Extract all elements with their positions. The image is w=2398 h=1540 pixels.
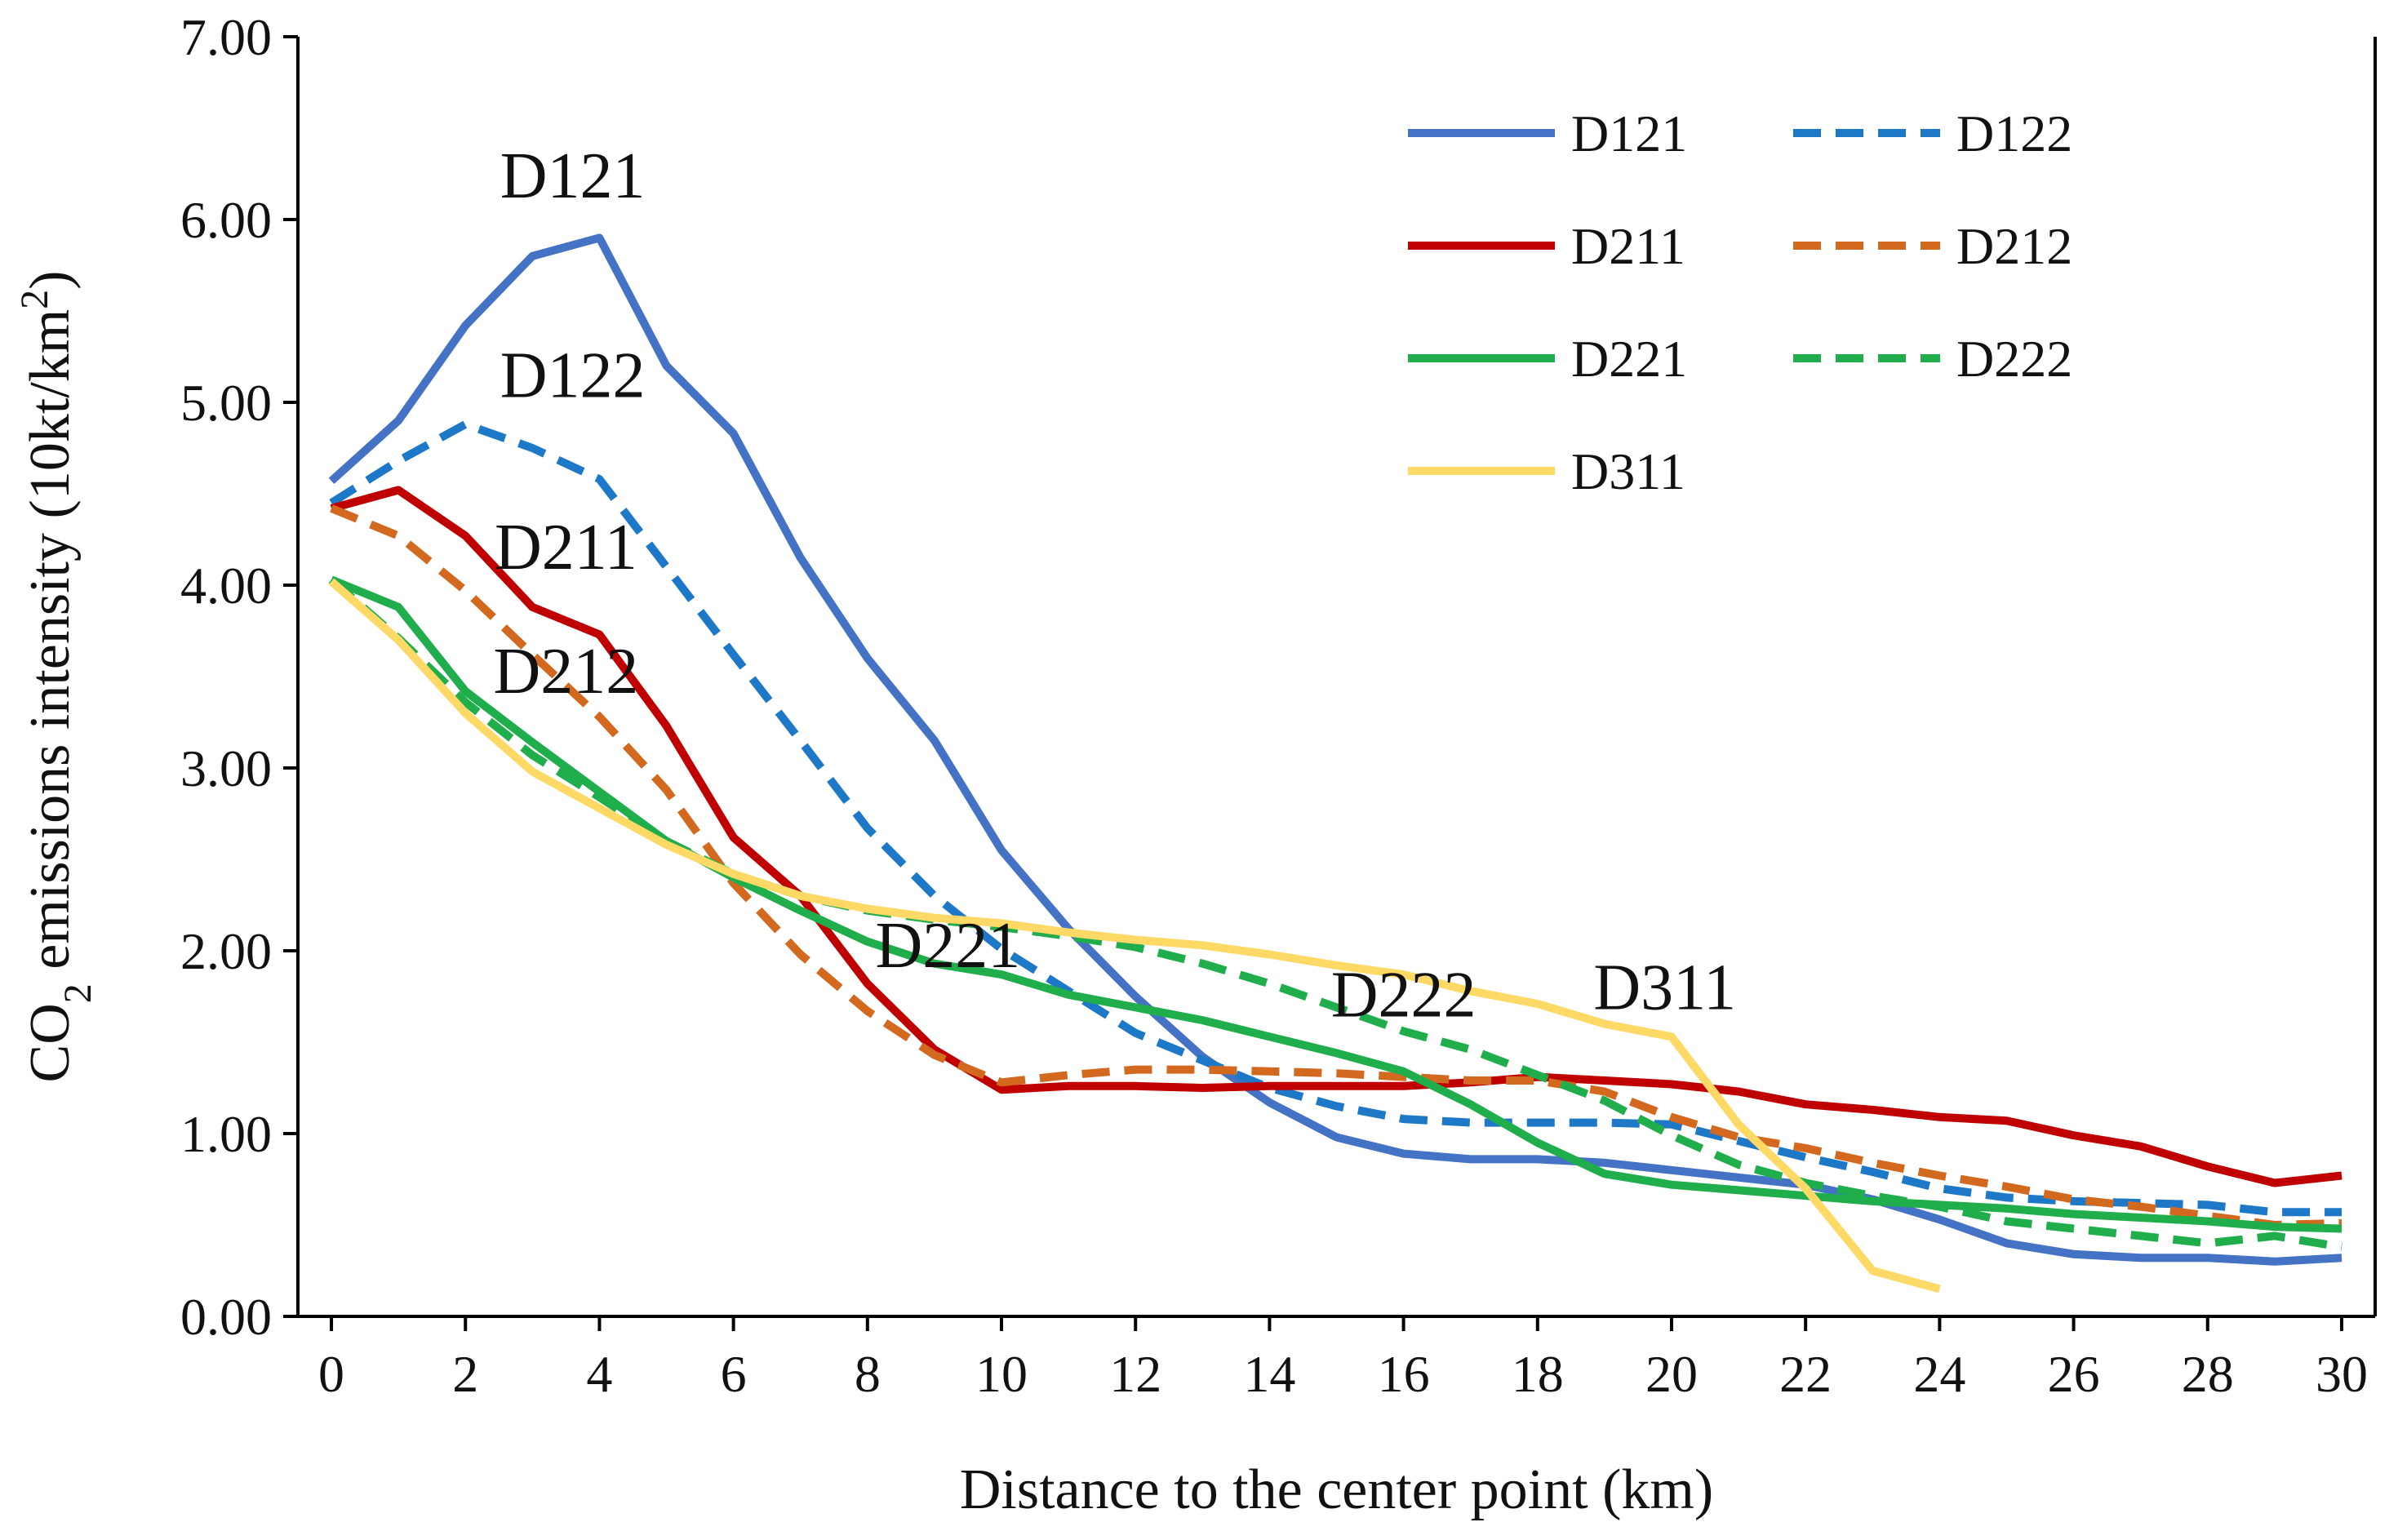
legend-item-d211: D211 [1408,217,1685,275]
annotation-d212: D212 [493,636,638,708]
y-tick-label: 6.00 [180,191,272,249]
x-tick-label: 28 [2182,1345,2234,1403]
legend: D121 D122 D211 D212 D221 D222 D311 [1408,104,2072,500]
legend-label: D212 [1956,217,2072,275]
series-line-d211 [330,486,2342,1187]
legend-label: D221 [1571,330,1687,388]
x-tick-label: 12 [1109,1345,1161,1403]
y-tick-label: 1.00 [180,1105,272,1163]
legend-label: D122 [1956,104,2072,162]
x-tick-label: 2 [452,1345,478,1403]
legend-label: D121 [1571,104,1687,162]
series-line-d311 [328,578,1941,1294]
legend-label: D211 [1571,217,1685,275]
y-axis-title-superscript: 2 [13,290,56,309]
x-tick-label: 14 [1243,1345,1295,1403]
x-tick-label: 22 [1779,1345,1832,1403]
y-tick-label: 7.00 [180,8,272,66]
x-tick-label: 10 [975,1345,1028,1403]
y-axis-ticks: 0.00 1.00 2.00 3.00 4.00 5.00 6.00 7.00 [180,8,298,1346]
series-line-d212 [330,504,2342,1229]
y-axis-title-suffix: emissions intensity (10kt/km [19,309,82,983]
annotation-d121: D121 [500,140,646,212]
annotation-d221: D221 [875,910,1020,982]
legend-item-d221: D221 [1408,330,1687,388]
legend-label: D311 [1571,442,1685,500]
series-line-d122 [329,419,2342,1217]
x-tick-label: 4 [586,1345,612,1403]
x-axis-ticks: 0 2 4 6 8 10 12 14 16 18 20 22 24 26 28 30 [318,1316,2368,1403]
legend-item-d212: D212 [1793,217,2072,275]
y-tick-label: 0.00 [180,1288,272,1346]
x-tick-label: 6 [721,1345,747,1403]
x-axis-title: Distance to the center point (km) [960,1458,1713,1521]
y-tick-label: 4.00 [180,557,272,615]
x-tick-label: 24 [1913,1345,1965,1403]
x-tick-label: 20 [1645,1345,1698,1403]
x-tick-label: 26 [2048,1345,2100,1403]
x-axis: 0 2 4 6 8 10 12 14 16 18 20 22 24 26 28 30 [298,1315,2375,1403]
y-tick-label: 2.00 [180,922,272,980]
legend-item-d311: D311 [1408,442,1685,500]
y-axis-title-subscript: 2 [56,983,100,1003]
annotation-d211: D211 [495,512,637,584]
x-tick-label: 8 [855,1345,881,1403]
y-axis-title-prefix: CO [19,1003,82,1082]
legend-label: D222 [1956,330,2072,388]
legend-item-d122: D122 [1793,104,2072,162]
annotation-d222: D222 [1331,960,1477,1032]
series-layer [328,233,2342,1294]
y-axis-title-close: ) [19,271,82,290]
series-annotations: D121 D122 D211 D212 D221 D222 D311 [493,140,1736,1032]
y-tick-label: 3.00 [180,739,272,797]
x-tick-label: 30 [2316,1345,2368,1403]
y-axis-title: CO2 emissions intensity (10kt/km2) [13,271,100,1083]
y-axis: 0.00 1.00 2.00 3.00 4.00 5.00 6.00 7.00 [180,8,300,1346]
annotation-d122: D122 [500,340,646,411]
x-tick-label: 0 [318,1345,344,1403]
series-line-d121 [328,233,2342,1266]
legend-item-d222: D222 [1793,330,2072,388]
annotation-d311: D311 [1593,952,1736,1024]
x-tick-label: 16 [1378,1345,1430,1403]
legend-item-d121: D121 [1408,104,1687,162]
x-tick-label: 18 [1512,1345,1564,1403]
y-tick-label: 5.00 [180,374,272,432]
